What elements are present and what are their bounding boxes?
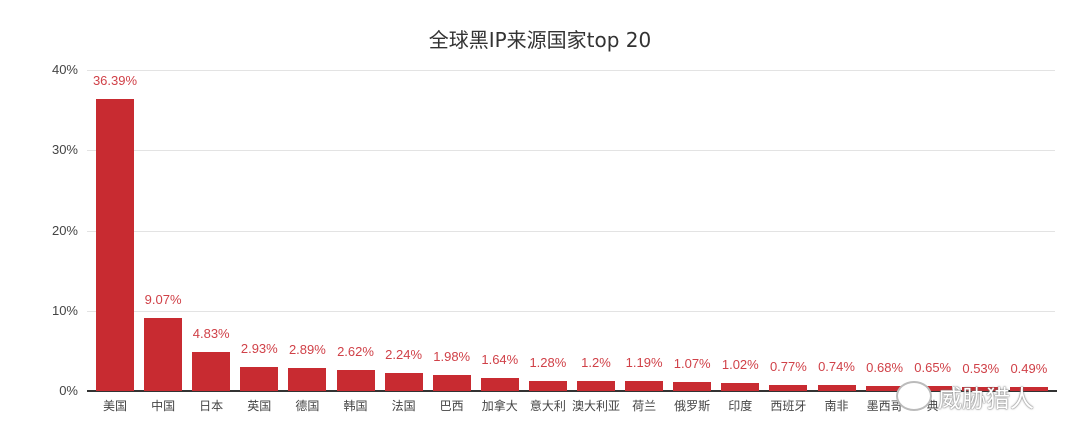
bar-value-label: 0.74% [818,359,855,375]
x-tick-label: 韩国 [343,399,368,413]
bar-value-label: 9.07% [144,292,182,308]
bar-value-label: 0.49% [1010,361,1048,377]
gridline [87,310,1055,312]
x-tick-label: 巴西 [439,399,464,413]
x-tick-label: 印度 [728,399,753,413]
bar-value-label: 1.02% [721,356,759,372]
x-tick-label: 南非 [824,399,849,413]
bar-value-label: 0.65% [914,359,952,375]
x-tick-label: 墨西哥 [866,399,903,413]
bar [240,367,279,391]
bar-value-label: 0.53% [962,360,1000,376]
y-tick-label: 10% [51,302,78,318]
bar [865,385,904,391]
bar-value-label: 1.28% [529,354,567,370]
bar [432,375,471,391]
bar [625,381,664,391]
x-tick-label: 法国 [391,399,416,413]
wechat-icon [896,381,932,411]
bar [769,384,808,391]
bar [913,385,952,391]
watermark-text: 威胁猎人 [938,384,1034,413]
y-tick-label: 40% [51,62,78,77]
gridline [87,230,1055,232]
bar [480,377,519,391]
bar [384,373,423,391]
bar [336,369,375,391]
bar [96,98,134,391]
plot-area [87,70,1055,391]
bar-value-label: 1.2% [581,355,611,371]
bar [577,381,615,391]
y-tick-label: 0% [59,383,78,398]
x-tick-label: 俄罗斯 [674,399,711,413]
x-tick-label: 加拿大 [481,399,518,413]
bar [961,386,1000,391]
bar-value-label: 0.68% [866,359,904,375]
y-tick-label: 20% [51,222,78,238]
x-tick-label: 中国 [151,399,176,413]
x-tick-label: 日本 [199,399,224,413]
x-tick-label: 美国 [102,399,127,413]
chart-title: 全球黑IP来源国家top 20 [428,28,652,52]
bar [817,385,856,391]
gridline [87,70,1055,71]
bar-value-label: 2.93% [240,341,278,357]
bar-value-label: 1.98% [433,349,471,365]
gridline [87,150,1055,152]
bar-value-label: 0.77% [769,358,807,374]
bar-value-label: 2.62% [337,343,374,359]
x-tick-label: 德国 [295,399,320,413]
bar [288,367,327,391]
bar-value-label: 2.24% [385,347,423,363]
bar-value-label: 1.64% [481,351,519,367]
bar-value-label: 2.89% [288,341,326,357]
y-tick-label: 30% [51,142,78,158]
bar [144,318,183,391]
x-axis-line [87,390,1057,392]
x-tick-label: 荷兰 [632,399,657,413]
bar-value-label: 4.83% [192,326,230,342]
x-tick-label: 意大利 [529,399,566,413]
bar [528,380,567,391]
bar [721,382,760,391]
x-tick-label: 英国 [247,399,272,413]
watermark: 威胁猎人 [896,378,1034,414]
x-tick-label: 西班牙 [770,399,807,413]
bar-value-label: 1.07% [673,356,711,372]
bar-value-label: 1.19% [625,355,663,371]
bar [1009,387,1048,391]
x-tick-label: 澳大利亚 [571,399,620,413]
bar-value-label: 36.39% [92,72,138,88]
bar [192,352,231,391]
bar [673,382,712,391]
